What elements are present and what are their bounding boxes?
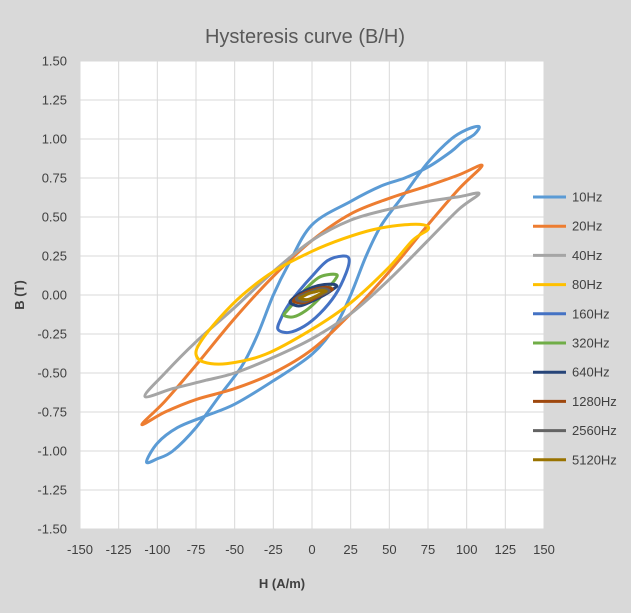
legend-label: 2560Hz (572, 423, 617, 438)
y-tick-label: 1.50 (42, 54, 67, 69)
tick-labels: -150 -125 -100 -75 -50 -25 0 25 50 75 100 125 150 1.5… (37, 54, 554, 558)
y-axis-title: B (T) (12, 280, 27, 310)
legend-label: 160Hz (572, 306, 610, 321)
y-tick-label: 0.50 (42, 210, 67, 225)
x-tick-label: 100 (456, 542, 478, 557)
y-tick-label: -1.25 (37, 483, 67, 498)
y-tick-label: 0.00 (42, 288, 67, 303)
legend-label: 20Hz (572, 219, 602, 234)
x-tick-label: -25 (264, 542, 283, 557)
x-tick-label: 125 (494, 542, 516, 557)
y-tick-label: 0.75 (42, 171, 67, 186)
x-tick-label: 75 (421, 542, 435, 557)
y-tick-label: 1.25 (42, 93, 67, 108)
x-tick-label: 25 (343, 542, 357, 557)
series-10hz-curve (145, 124, 481, 465)
legend-label: 320Hz (572, 336, 610, 351)
y-tick-label: -0.50 (37, 366, 67, 381)
legend-label: 10Hz (572, 190, 602, 205)
legend-label: 40Hz (572, 248, 602, 263)
x-axis-title: H (A/m) (259, 576, 305, 591)
y-tick-label: -1.50 (37, 522, 67, 537)
series-40hz-curve (143, 191, 481, 399)
y-tick-label: -0.25 (37, 327, 67, 342)
legend-label: 5120Hz (572, 452, 617, 467)
x-tick-label: 0 (308, 542, 315, 557)
x-tick-label: -75 (187, 542, 206, 557)
legend-label: 640Hz (572, 365, 610, 380)
y-tick-label: 1.00 (42, 132, 67, 147)
x-tick-label: -150 (67, 542, 93, 557)
y-tick-label: -1.00 (37, 444, 67, 459)
series-20hz-curve (140, 163, 484, 427)
series-layer (140, 124, 484, 465)
series-80hz-curve (194, 222, 431, 366)
legend-label: 80Hz (572, 277, 602, 292)
x-tick-label: -50 (225, 542, 244, 557)
y-tick-label: 0.25 (42, 249, 67, 264)
y-tick-label: -0.75 (37, 405, 67, 420)
legend: 10Hz 20Hz 40Hz 80Hz 160Hz 320Hz 640Hz 1280Hz 256… (533, 190, 617, 467)
chart-title: Hysteresis curve (B/H) (205, 26, 405, 48)
x-tick-label: -100 (144, 542, 170, 557)
x-tick-label: 150 (533, 542, 555, 557)
grid (79, 60, 545, 530)
x-tick-label: -125 (106, 542, 132, 557)
series-5120hz-curve (298, 288, 328, 302)
series-640hz-curve (288, 282, 339, 308)
x-tick-label: 50 (382, 542, 396, 557)
legend-label: 1280Hz (572, 394, 617, 409)
